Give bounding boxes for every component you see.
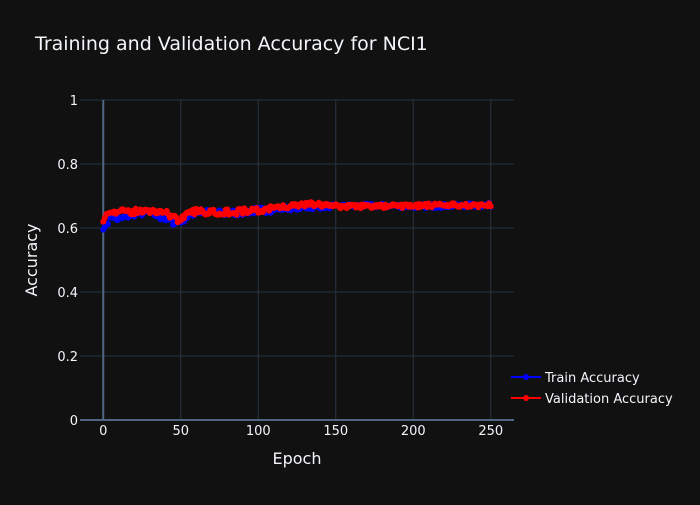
x-tick-label: 100 <box>246 424 271 439</box>
legend-label: Train Accuracy <box>544 371 640 386</box>
y-tick-label: 0.6 <box>57 222 78 237</box>
data-point <box>104 221 111 228</box>
x-tick-label: 50 <box>172 424 189 439</box>
legend: Train Accuracy Validation Accuracy <box>511 371 673 407</box>
y-tick-label: 0.4 <box>57 286 78 301</box>
x-axis-title: Epoch <box>273 449 322 468</box>
y-tick-label: 0.8 <box>57 158 78 173</box>
grid <box>80 99 514 421</box>
x-tick-label: 250 <box>478 424 503 439</box>
x-tick-label: 0 <box>99 424 107 439</box>
series-group <box>100 199 494 233</box>
chart-title: Training and Validation Accuracy for NCI… <box>34 33 428 55</box>
legend-swatch-marker <box>523 374 529 380</box>
legend-label: Validation Accuracy <box>545 392 673 407</box>
legend-swatch-marker <box>523 395 529 401</box>
ticks-group: 0 0.2 0.4 0.6 0.8 1 0 50 100 150 200 250 <box>57 94 503 439</box>
data-point <box>253 205 260 212</box>
x-tick-label: 200 <box>401 424 426 439</box>
data-point <box>487 203 494 210</box>
series-validation <box>100 199 494 226</box>
y-tick-label: 1 <box>70 94 78 109</box>
y-tick-label: 0.2 <box>57 350 78 365</box>
data-point <box>233 211 240 218</box>
y-tick-label: 0 <box>70 414 78 429</box>
x-tick-label: 150 <box>323 424 348 439</box>
y-axis-title: Accuracy <box>22 223 41 296</box>
data-point <box>221 211 228 218</box>
